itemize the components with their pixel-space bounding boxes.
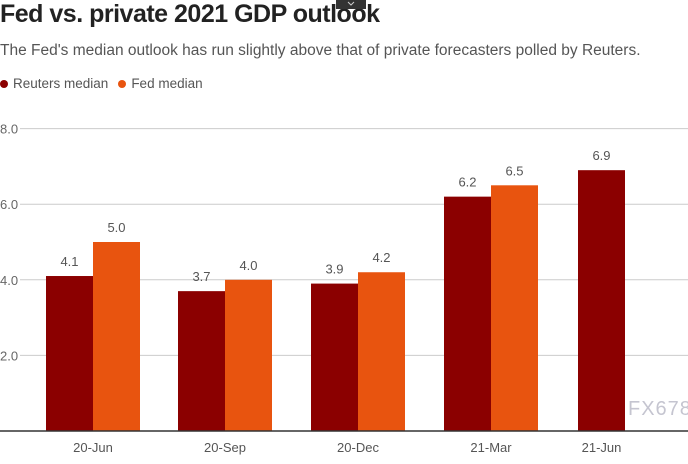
data-label: 6.2 [458,175,476,190]
legend-item-fed: Fed median [118,76,203,91]
data-label: 5.0 [107,220,125,235]
data-label: 3.9 [325,262,343,277]
data-label: 3.7 [192,269,210,284]
data-label: 4.1 [60,254,78,269]
bar-fed [491,185,538,431]
data-label: 4.2 [372,250,390,265]
data-label: 4.0 [239,258,257,273]
bar-reuters [178,291,225,431]
bar-reuters [578,170,625,431]
x-tick-label: 20-Sep [204,440,246,455]
watermark: FX678 [628,398,688,420]
x-tick-label: 21-Mar [470,440,512,455]
bar-fed [358,272,405,431]
bar-fed [93,242,140,431]
bar-fed [225,279,272,431]
x-tick-label: 21-Jun [582,440,622,455]
bar-reuters [46,276,93,431]
x-tick-label: 20-Jun [73,440,113,455]
legend: Reuters median Fed median [0,76,203,91]
chart-subtitle: The Fed's median outlook has run slightl… [0,42,641,59]
collapse-tab[interactable] [336,0,366,9]
y-tick-label: 8.0 [0,122,18,137]
y-tick-label: 2.0 [0,348,18,363]
legend-item-reuters: Reuters median [0,76,108,91]
bar-reuters [311,283,358,431]
y-tick-label: 6.0 [0,197,18,212]
x-tick-label: 20-Dec [337,440,379,455]
bar-reuters [444,196,491,431]
y-tick-label: 4.0 [0,273,18,288]
data-label: 6.5 [505,163,523,178]
data-label: 6.9 [592,148,610,163]
chart-title: Fed vs. private 2021 GDP outlook [0,0,380,28]
chevron-down-icon [347,1,355,6]
